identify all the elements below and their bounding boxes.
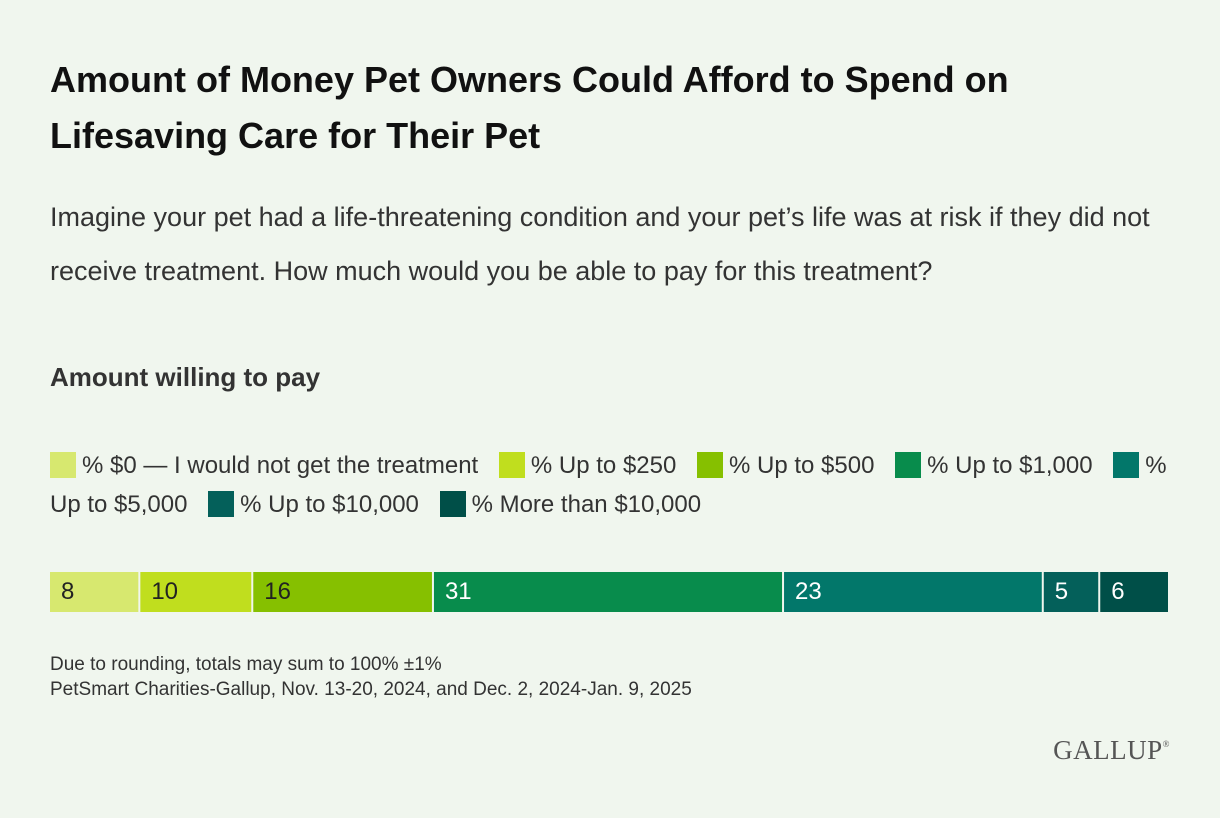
chart-subhead: Amount willing to pay <box>50 362 321 392</box>
legend-item: % Up to $250 <box>498 452 677 479</box>
source-note: PetSmart Charities-Gallup, Nov. 13-20, 2… <box>50 679 692 700</box>
data-label: 16 <box>264 578 291 605</box>
chart-svg: 8 10 16 31 23 5 6 <box>50 572 1168 612</box>
stacked-bar-chart: 8 10 16 31 23 5 6 <box>50 572 1168 612</box>
survey-question: Imagine your pet had a life-threatening … <box>50 202 1150 286</box>
data-label: 23 <box>795 578 822 605</box>
legend-label: % Up to $10,000 <box>240 491 419 518</box>
rounding-note: Due to rounding, totals may sum to 100% … <box>50 654 442 675</box>
data-label: 5 <box>1055 578 1068 605</box>
legend-label: % More than $10,000 <box>471 491 702 518</box>
legend-item: % More than $10,000 <box>439 491 702 518</box>
bar-segment <box>1100 572 1168 612</box>
legend-swatch <box>1113 452 1140 478</box>
chart-legend: % $0 — I would not get the treatment % U… <box>50 446 1180 524</box>
chart-notes: Due to rounding, totals may sum to 100% … <box>50 652 692 702</box>
legend-swatch <box>498 452 525 478</box>
bar-segment <box>784 572 1042 612</box>
chart-title: Amount of Money Pet Owners Could Afford … <box>50 59 1009 156</box>
legend-label: % Up to $5,000 <box>50 452 1167 518</box>
gallup-logo: GALLUP® <box>1053 735 1170 766</box>
data-label: 8 <box>61 578 74 605</box>
legend-swatch <box>439 491 466 517</box>
legend-swatch <box>208 491 235 517</box>
legend-item: % $0 — I would not get the treatment <box>50 452 478 479</box>
legend-swatch <box>697 452 724 478</box>
legend-label: % Up to $1,000 <box>927 452 1093 479</box>
legend-label: % Up to $500 <box>729 452 875 479</box>
bar-segment <box>50 572 139 612</box>
legend-item: % Up to $10,000 <box>208 491 419 518</box>
data-label: 6 <box>1111 578 1124 605</box>
legend-item: % Up to $500 <box>697 452 874 479</box>
bar-segment <box>253 572 432 612</box>
legend-item: % Up to $5,000 <box>50 452 1167 518</box>
bar-segment <box>433 572 783 612</box>
bar-segment <box>140 572 252 612</box>
bar-segment <box>1043 572 1099 612</box>
data-label: 10 <box>151 578 178 605</box>
data-label: 31 <box>445 578 472 605</box>
registered-mark: ® <box>1162 739 1170 749</box>
logo-text: GALLUP <box>1053 735 1163 765</box>
legend-swatch <box>50 452 76 478</box>
legend-label: % $0 — I would not get the treatment <box>82 452 479 479</box>
legend-item: % Up to $1,000 <box>895 452 1093 479</box>
legend-swatch <box>895 452 922 478</box>
legend-label: % Up to $250 <box>530 452 677 479</box>
